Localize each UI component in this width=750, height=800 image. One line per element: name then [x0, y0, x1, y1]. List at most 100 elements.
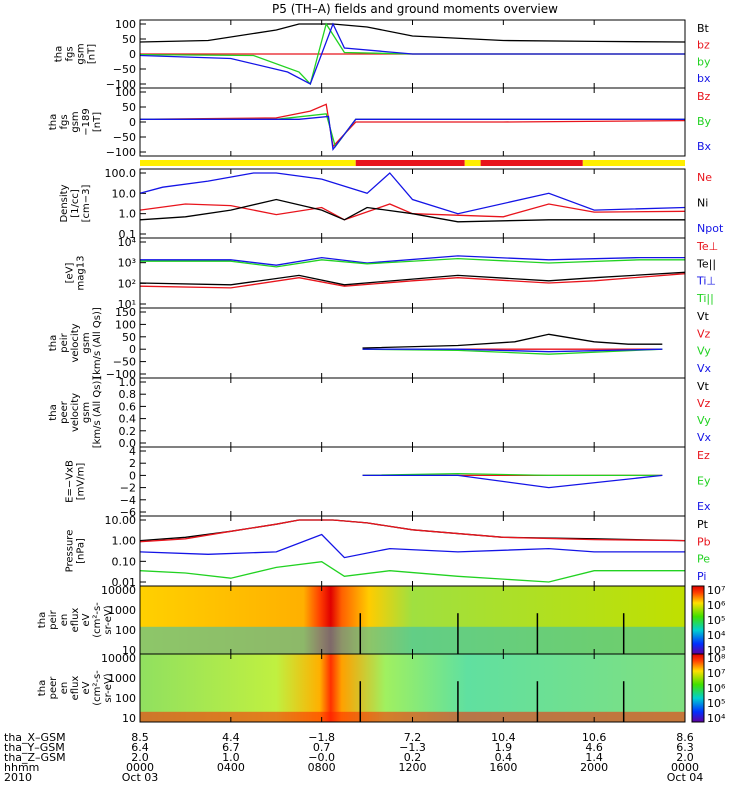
ylabel-line: tha — [48, 335, 59, 351]
legend-Vt: Vt — [697, 380, 710, 393]
ylabel-line: Density — [59, 184, 70, 222]
ytick-label: 0 — [129, 469, 136, 482]
series-Vt — [362, 333, 663, 349]
series-Pi — [139, 533, 685, 559]
ylabel-density: Density[1/cc][cm−3] — [59, 184, 92, 222]
series-Npot — [139, 172, 686, 215]
series-Bz — [139, 103, 686, 148]
ylabel-line: [nT] — [92, 112, 103, 132]
ylabel-line: tha — [48, 404, 59, 420]
ylabel-line: velocity — [70, 323, 81, 362]
colorbar — [691, 653, 705, 723]
ytick-label: 100 — [115, 692, 136, 705]
ylabel-line: fgs — [65, 46, 76, 61]
series-Ne — [139, 203, 686, 221]
colorbar-tick-label: 10⁶ — [707, 599, 726, 612]
panel-peer-spectrogram: thapeerenefluxeV(cm²-s-sr-eV) 10000 1000 10… — [37, 652, 726, 725]
colorbar-tick-label: 10⁸ — [707, 652, 726, 665]
ytick-label: 0 — [129, 116, 136, 129]
ytick-label: 10 — [122, 644, 136, 657]
ylabel-line: gsm — [81, 332, 92, 353]
mode-segment — [480, 160, 583, 166]
footer-value: 2.0 — [131, 751, 149, 764]
ylabel-line: [km/s (All Qs)] — [92, 307, 103, 379]
legend-Pb: Pb — [697, 535, 711, 548]
mode-segment — [140, 160, 356, 166]
series-Ti⊥ — [140, 255, 685, 266]
ytick-label: −100 — [106, 146, 136, 159]
legend-Pt: Pt — [697, 518, 709, 531]
ylabel-line: [nT] — [87, 44, 98, 64]
footer-row-label: 2010 — [4, 771, 32, 784]
mode-segment — [355, 160, 465, 166]
ylabel-efield: E=−VxB[mV/m] — [65, 460, 87, 503]
ytick-label: 1000 — [108, 604, 136, 617]
ylabel-line: eV — [81, 613, 92, 626]
panel-temperature: [eV]mag13 10⁴ 10³ 10² 10¹ Te⊥ Te|| Ti⊥ Ti|| — [65, 236, 719, 311]
colorbar-tick-label: 10⁵ — [707, 697, 725, 710]
footer-value: 2000 — [580, 761, 608, 774]
legend-Vx: Vx — [697, 362, 712, 375]
colorbar-tick-label: 10³ — [707, 644, 725, 657]
series-Ey — [362, 472, 663, 477]
panel-peir-spectrogram: thapeirenefluxeV(cm²-s-sr-eV) 10000 1000 10… — [37, 584, 726, 657]
ylabel-line: (cm²-s- — [92, 670, 103, 706]
ytick-label: 10³ — [118, 257, 136, 270]
footer-value: 0000 — [126, 761, 154, 774]
legend-Npot: Npot — [697, 222, 724, 235]
footer-value: 6.4 — [131, 741, 149, 754]
legend-Pi: Pi — [697, 570, 706, 583]
footer-value: 6.7 — [222, 741, 240, 754]
panel-efield: E=−VxB[mV/m] 420−2−4−6 Ez Ey Ex — [65, 445, 711, 519]
footer-value: 10.6 — [582, 731, 607, 744]
ytick-label: −50 — [113, 63, 136, 76]
ytick-label: 0.6 — [119, 400, 137, 413]
ylabel-line: peir — [59, 332, 70, 352]
series-Bx — [140, 115, 685, 151]
footer-value: 8.6 — [676, 731, 694, 744]
ytick-label: 50 — [122, 33, 136, 46]
legend-Vz: Vz — [697, 327, 711, 340]
legend-bz: bz — [697, 39, 710, 52]
ylabel-line: [eV] — [65, 263, 76, 284]
mode-segment — [464, 160, 481, 166]
ylabel-line: (cm²-s- — [92, 602, 103, 638]
ylabel-line: [km/s (All Qs)] — [92, 377, 103, 449]
panel-fgs: thafgsgsm[nT] 100 50 0 −50 −100 Bt bz by bx — [54, 18, 711, 91]
ytick-label: −100 — [106, 78, 136, 91]
ytick-label: 10000 — [101, 652, 136, 665]
footer-row-label: tha_Z–GSM — [4, 751, 66, 764]
ylabel-line: tha — [54, 46, 65, 62]
ytick-label: 150 — [115, 306, 136, 319]
ytick-label: 100 — [115, 318, 136, 331]
footer-value: 1600 — [489, 761, 517, 774]
ylabel-line: peer — [59, 400, 70, 424]
ytick-label: 10.00 — [105, 514, 137, 527]
series-Ti|| — [140, 257, 685, 268]
series-bx — [139, 22, 685, 85]
legend-Bx: Bx — [697, 140, 712, 153]
footer-value: −1.8 — [308, 731, 335, 744]
ytick-label: 0 — [129, 48, 136, 61]
panel-frame — [139, 377, 686, 448]
series-Te|| — [139, 271, 686, 286]
ylabel-line: sr-eV) — [103, 605, 114, 634]
ytick-label: 10000 — [101, 584, 136, 597]
panel-frame — [139, 168, 686, 239]
ylabel-line: peir — [48, 609, 59, 629]
panel-stack: thafgsgsm[nT]100500−50−100Btbzbybxthafgs… — [37, 18, 726, 725]
footer-value: Oct 04 — [667, 771, 704, 784]
ylabel-line: tha — [48, 114, 59, 130]
ylabel-line: Pressure — [65, 530, 76, 573]
legend-Vt: Vt — [697, 310, 710, 323]
colorbar-tick-label: 10⁷ — [707, 584, 725, 597]
ytick-label: 1000 — [108, 672, 136, 685]
panel-peir-velocity: thapeirvelocitygsm[km/s (All Qs)] 1501005… — [48, 306, 712, 381]
ylabel-line: sr-eV) — [103, 673, 114, 702]
ytick-label: 0.1 — [119, 228, 137, 241]
ylabel-line: tha — [37, 680, 48, 696]
legend-Bz: Bz — [697, 90, 711, 103]
ylabel-line: gsm — [70, 111, 81, 132]
legend-Ez: Ez — [697, 449, 710, 462]
